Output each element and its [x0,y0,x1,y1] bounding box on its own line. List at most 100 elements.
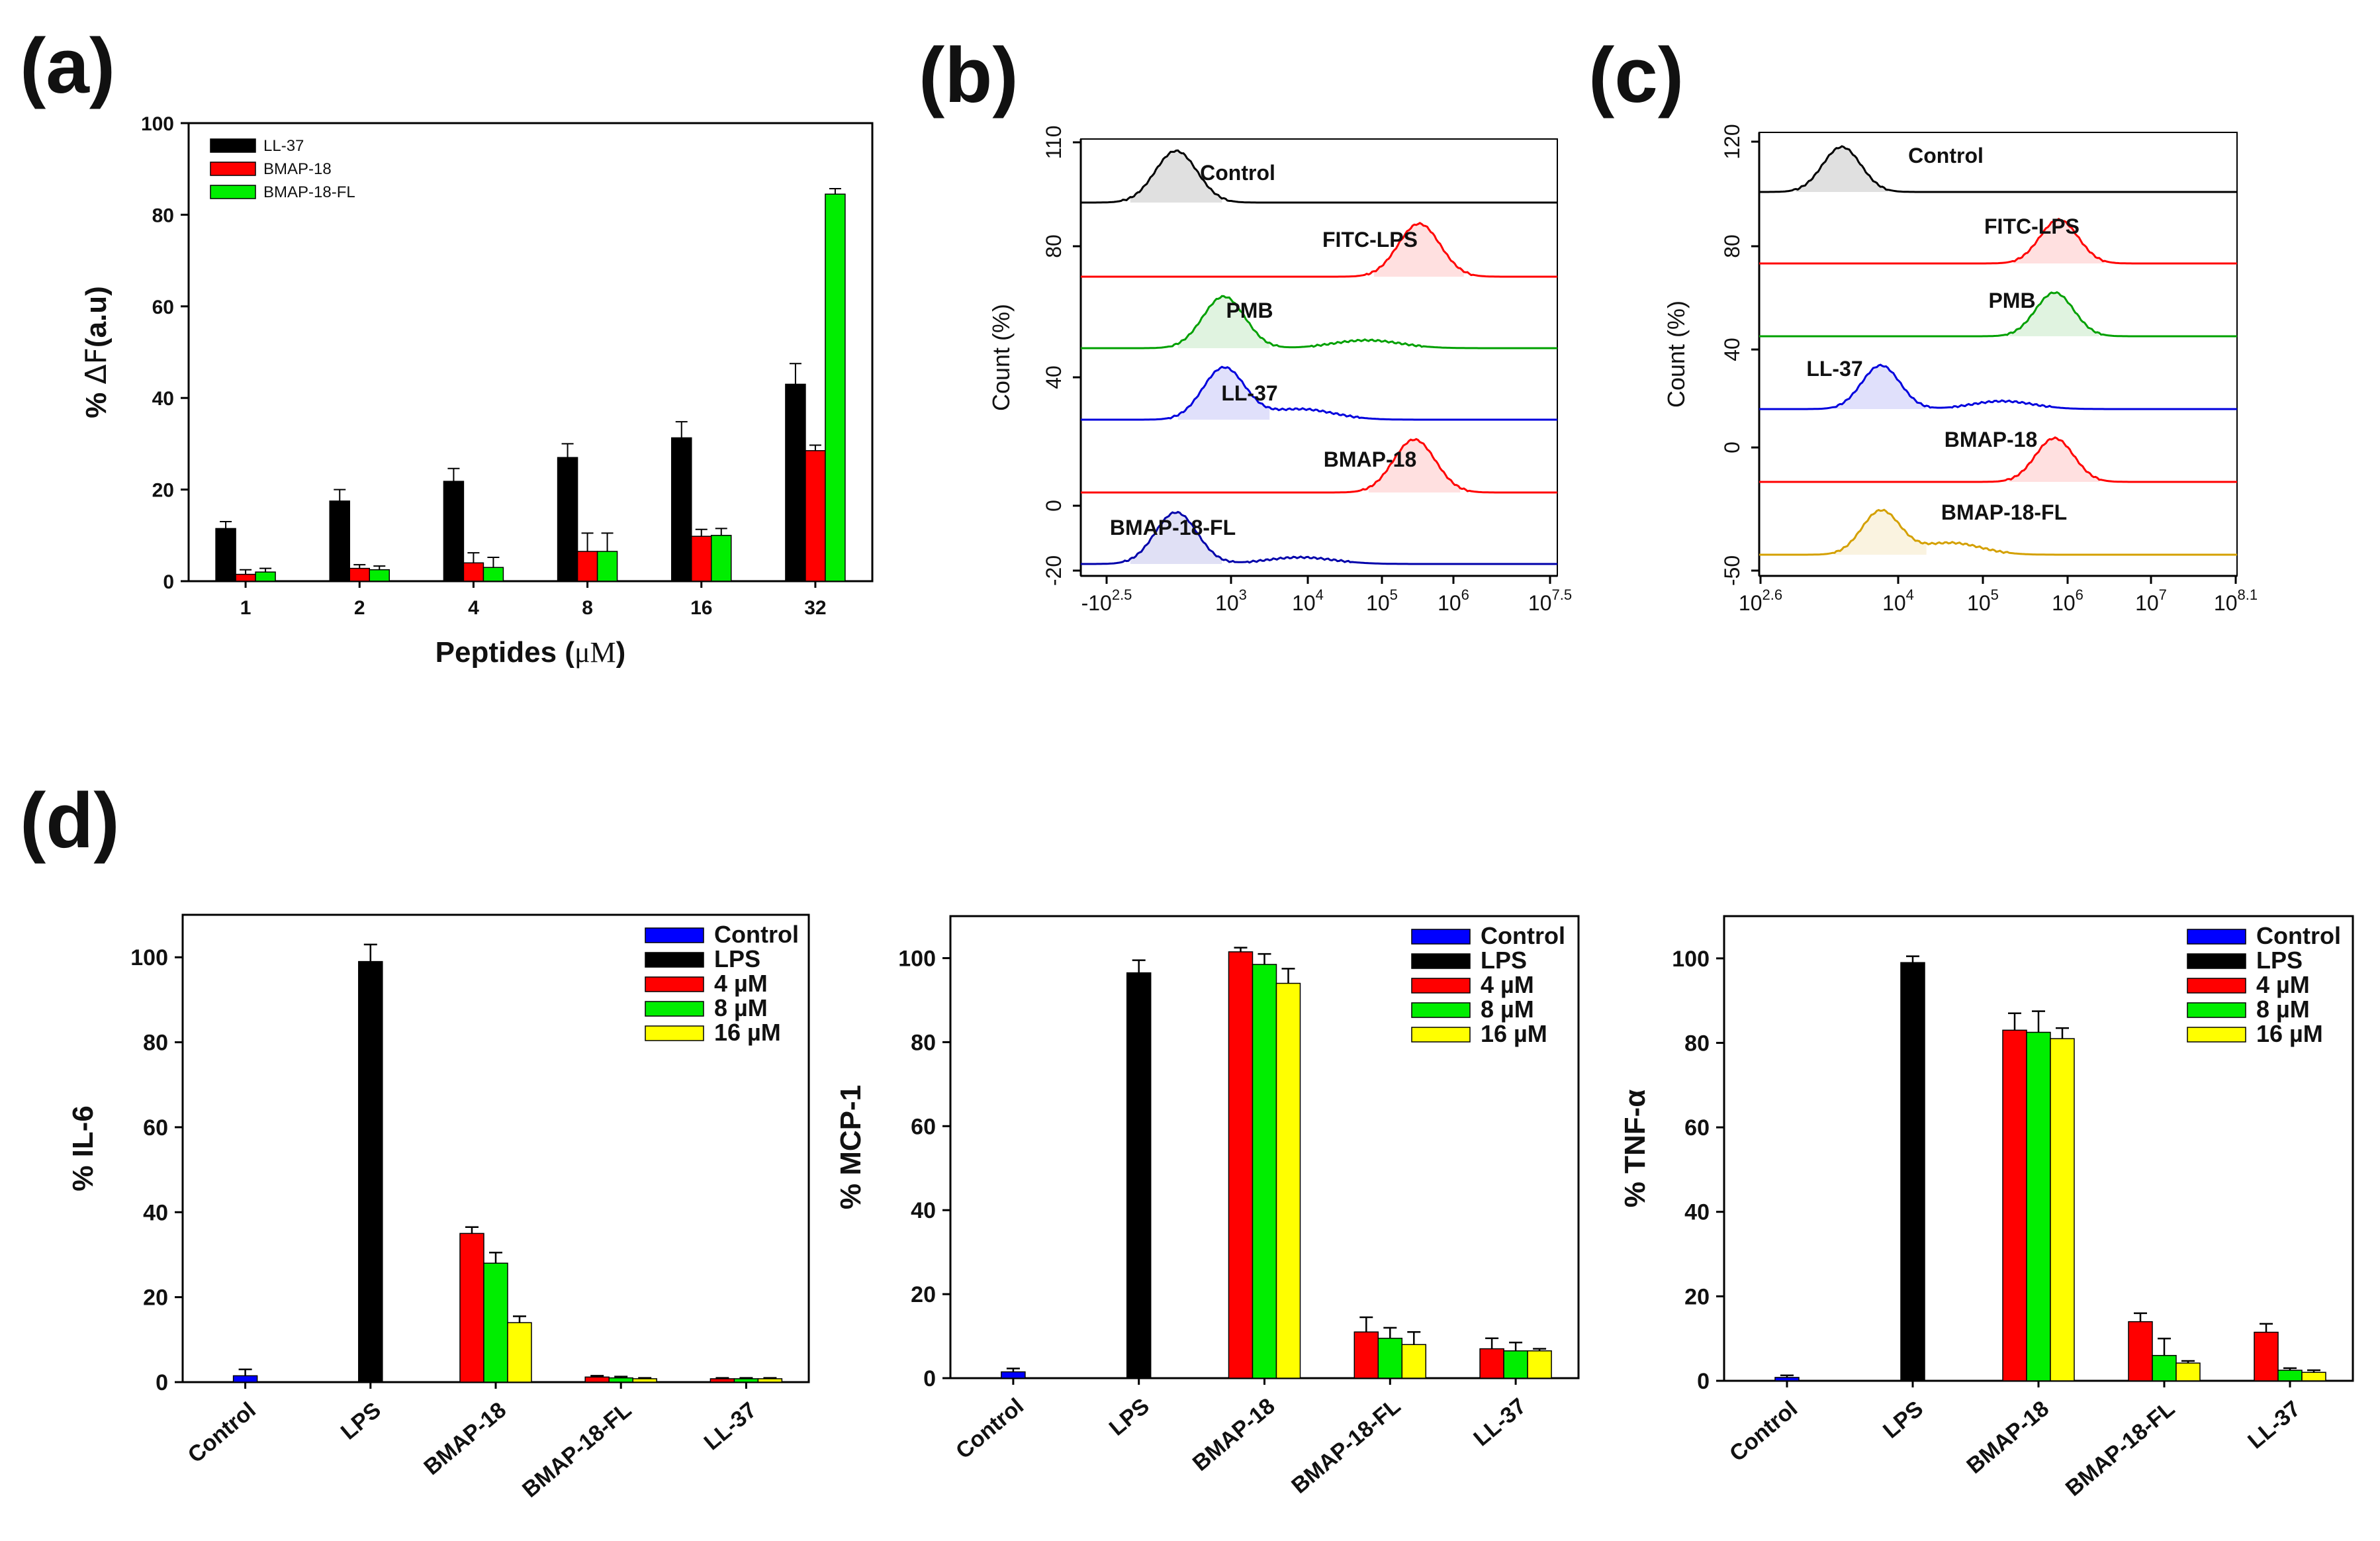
legend-swatch [2187,1027,2246,1043]
trace-label: FITC-LPS [1984,214,2080,238]
trace-pmb [1081,295,1557,350]
y-tick-label: 0 [1697,1369,1710,1394]
trace-label: BMAP-18-FL [1941,500,2067,524]
y-tick-label: 110 [1042,125,1066,159]
x-tick-label: 1 [240,597,252,619]
bar [1228,951,1254,1379]
x-tick-label: BMAP-18 [1962,1396,2054,1479]
x-tick-label: LPS [1878,1396,1928,1444]
x-tick-label: 107.5 [1528,586,1572,615]
y-tick-label: 60 [152,297,174,318]
legend-label: LPS [714,945,760,972]
x-tick-label: BMAP-18-FL [2061,1396,2179,1501]
bar-bmap-18 [576,551,598,582]
legend-swatch [210,162,256,176]
trace-label: PMB [1988,289,2035,312]
bar [1126,972,1152,1379]
x-tick-label: LL-37 [1469,1393,1531,1451]
bar [608,1377,633,1383]
y-tick-label: 40 [1042,365,1066,389]
bar [2175,1362,2201,1381]
bar-bmap-18 [349,567,370,582]
y-axis-label: % IL-6 [67,1105,99,1191]
bar-bmap-18-fl [482,567,504,582]
y-tick-label: 0 [163,571,174,593]
bar [632,1378,657,1383]
legend-label: LPS [1481,947,1527,974]
y-tick-label: 40 [143,1200,168,1225]
y-axis-label: % MCP-1 [835,1085,867,1209]
panel-label-c: (c) [1588,32,1684,119]
legend-swatch [2187,929,2246,945]
bar [459,1233,484,1383]
bar [1353,1331,1379,1379]
y-tick-label: 0 [1042,500,1066,512]
legend-swatch [1411,953,1471,969]
trace-bmap-18-fl [1759,508,2237,556]
bar [2002,1029,2027,1381]
bar-bmap-18-fl [711,535,732,582]
bar [2254,1331,2279,1381]
trace-label: LL-37 [1806,357,1862,381]
bar-ll-37 [215,528,236,582]
trace-control [1759,145,2237,193]
x-tick-label: LPS [1105,1393,1154,1441]
y-tick-label: 20 [911,1282,936,1307]
legend-label: 16 µM [1481,1020,1547,1047]
bar [232,1375,258,1383]
y-tick-label: 100 [141,113,174,135]
trace-fill [1796,146,1888,192]
panel-label-b: (b) [919,32,1019,119]
x-tick-label: 102.6 [1739,586,1782,615]
y-tick-label: 20 [152,480,174,502]
y-tick-label: 100 [1672,947,1710,972]
bar [1479,1348,1504,1379]
y-tick-label: 80 [1720,234,1744,258]
legend-swatch [645,927,704,943]
legend-swatch [1411,978,1471,994]
x-tick-label: 105 [1366,586,1398,615]
y-tick-label: 20 [143,1285,168,1311]
x-tick-label: Control [1725,1396,1802,1467]
trace-label: Control [1908,144,1984,167]
legend-swatch [645,1001,704,1017]
legend-label: 4 µM [714,970,768,997]
y-tick-label: 40 [1720,338,1744,361]
x-tick-label: LL-37 [700,1397,762,1455]
x-tick-label: LPS [336,1397,386,1445]
legend-swatch [1411,1027,1471,1043]
trace-label: LL-37 [1221,381,1277,405]
y-tick-label: 40 [911,1198,936,1223]
legend-label: 4 µM [2256,971,2310,998]
x-tick-label: 104 [1292,586,1324,615]
legend-swatch [2187,953,2246,969]
x-tick-label: 108.1 [2214,586,2258,615]
bar-bmap-18 [691,536,712,582]
bar-bmap-18 [805,450,826,582]
bar [584,1376,610,1383]
bar [483,1262,508,1383]
y-tick-label: 120 [1720,124,1744,159]
legend-label: BMAP-18 [263,160,332,178]
trace-bmap-18-fl [1081,510,1557,565]
x-tick-label: -102.5 [1081,586,1132,615]
trace-fill [1130,150,1222,203]
x-tick-label: 105 [1967,586,1999,615]
x-tick-label: 106 [2052,586,2083,615]
bar [733,1378,759,1383]
x-tick-label: 2 [354,597,365,619]
trace-fitc-lps [1081,222,1557,278]
y-tick-label: 80 [143,1031,168,1056]
bar [2128,1321,2153,1381]
x-tick-label: 16 [690,597,712,619]
bar [1527,1350,1552,1379]
x-tick-label: LL-37 [2243,1396,2305,1454]
trace-fill [2009,292,2099,336]
bar-bmap-18-fl [596,551,618,582]
legend-swatch [2187,1002,2246,1018]
bar-ll-37 [329,500,350,582]
bar [358,960,383,1383]
y-axis-label: Count (%) [987,304,1015,411]
legend-swatch [1411,929,1471,945]
